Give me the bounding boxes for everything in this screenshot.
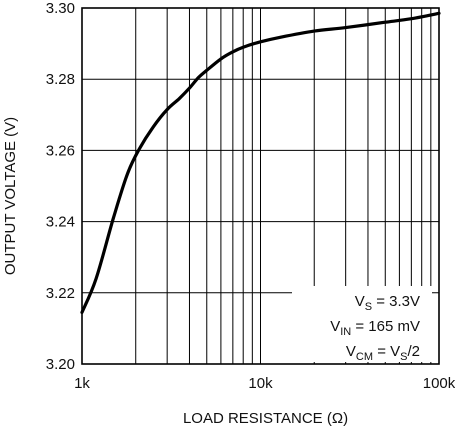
y-axis-label: OUTPUT VOLTAGE (V) xyxy=(2,117,19,275)
x-tick-label: 10k xyxy=(248,375,273,392)
annotation-background xyxy=(292,286,432,362)
condition-annotation: VIN = 165 mV xyxy=(330,318,420,338)
series-lines xyxy=(80,11,441,314)
x-axis-label: LOAD RESISTANCE (Ω) xyxy=(183,410,348,427)
x-tick-label: 1k xyxy=(74,375,90,392)
condition-annotation: VCM = VS/2 xyxy=(346,343,420,363)
condition-annotation: VS = 3.3V xyxy=(355,293,420,313)
tick-labels: 3.20 3.22 3.24 3.26 3.28 3.30 1k 10k 100k xyxy=(46,0,455,392)
y-tick-label: 3.30 xyxy=(46,0,75,17)
series-line-0 xyxy=(80,11,441,314)
y-tick-label: 3.28 xyxy=(46,71,75,88)
y-tick-label: 3.22 xyxy=(46,285,75,302)
x-tick-label: 100k xyxy=(423,375,455,392)
plot-frame xyxy=(81,7,440,365)
condition-annotations: VS = 3.3V VIN = 165 mV VCM = VS/2 xyxy=(292,286,432,363)
y-tick-label: 3.26 xyxy=(46,142,75,159)
y-tick-label: 3.20 xyxy=(46,356,75,373)
y-tick-label: 3.24 xyxy=(46,214,75,231)
